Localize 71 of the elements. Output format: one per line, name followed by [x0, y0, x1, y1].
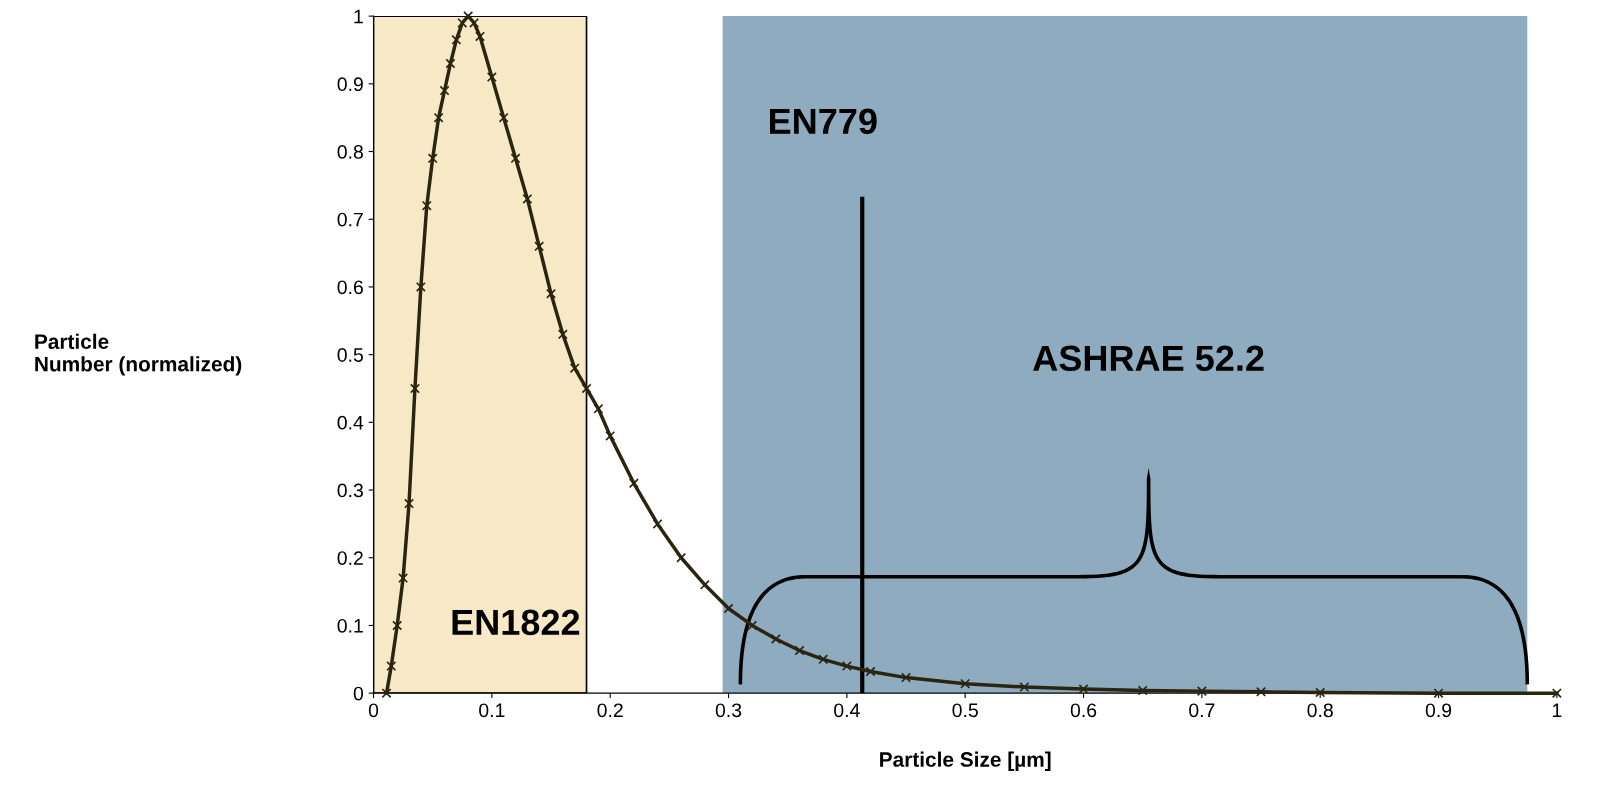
- point: [498, 112, 509, 123]
- point: [404, 498, 415, 509]
- point: [451, 34, 462, 45]
- point: [546, 288, 557, 299]
- point: [475, 31, 486, 42]
- point: [1433, 688, 1444, 699]
- x-tick-label: 0.9: [1425, 703, 1452, 718]
- band-label: EN1822: [452, 609, 580, 636]
- x-tick-label: 0: [368, 703, 379, 718]
- point: [593, 403, 604, 414]
- point: [398, 573, 409, 584]
- point: [1078, 684, 1089, 695]
- x-tick-label: 0.2: [597, 703, 623, 718]
- point: [652, 518, 663, 529]
- y-tick-label: 0.5: [337, 348, 363, 362]
- ref-line-label: EN779: [769, 108, 877, 135]
- point: [865, 666, 876, 677]
- point: [1137, 685, 1148, 696]
- point: [415, 281, 426, 292]
- point: [960, 678, 971, 689]
- point: [421, 200, 432, 211]
- point: [747, 620, 758, 631]
- point: [557, 329, 568, 340]
- y-tick-label: 0.3: [337, 483, 363, 498]
- point: [427, 153, 438, 164]
- point: [818, 654, 829, 665]
- point: [699, 579, 710, 590]
- x-tick-label: 0.4: [834, 703, 860, 718]
- point: [445, 58, 456, 69]
- point: [569, 363, 580, 374]
- point: [628, 478, 639, 489]
- y-tick-label: 1: [354, 9, 363, 24]
- x-tick-label: 0.1: [479, 703, 505, 718]
- point: [386, 661, 397, 672]
- point: [1196, 686, 1207, 697]
- point: [1019, 682, 1030, 693]
- point: [1315, 687, 1326, 698]
- point: [770, 633, 781, 644]
- y-tick-label: 0: [353, 686, 364, 701]
- point: [534, 241, 545, 252]
- point: [439, 85, 450, 96]
- x-tick-label: 0.6: [1070, 703, 1097, 718]
- point: [433, 112, 444, 123]
- point: [1256, 686, 1267, 697]
- y-tick-label: 0.8: [337, 145, 363, 159]
- point: [794, 645, 805, 656]
- point: [901, 672, 912, 683]
- y-tick-label: 0.1: [337, 618, 363, 633]
- point: [486, 72, 497, 83]
- point: [1551, 688, 1562, 699]
- x-tick-label: 0.8: [1307, 703, 1333, 718]
- y-tick-label: 0.4: [337, 415, 364, 430]
- point: [381, 688, 392, 699]
- point: [510, 153, 521, 164]
- x-axis-title: Particle Size [µm]: [880, 751, 1051, 771]
- point: [392, 620, 403, 631]
- point: [605, 430, 616, 441]
- point: [841, 661, 852, 672]
- point: [581, 383, 592, 394]
- x-tick-label: 0.5: [952, 703, 978, 718]
- x-tick-label: 0.3: [715, 703, 742, 718]
- y-tick-label: 0.2: [337, 551, 363, 565]
- point: [409, 383, 420, 394]
- y-tick-label: 0.6: [337, 280, 363, 295]
- y-tick-label: 0.9: [337, 77, 363, 92]
- x-tick-label: 1: [1552, 703, 1562, 717]
- y-axis-title: Particle Number (normalized): [35, 333, 242, 376]
- band-label: ASHRAE 52.2: [1033, 345, 1264, 372]
- y-tick-label: 0.7: [337, 212, 363, 227]
- x-tick-label: 0.7: [1189, 703, 1215, 718]
- point: [522, 193, 533, 204]
